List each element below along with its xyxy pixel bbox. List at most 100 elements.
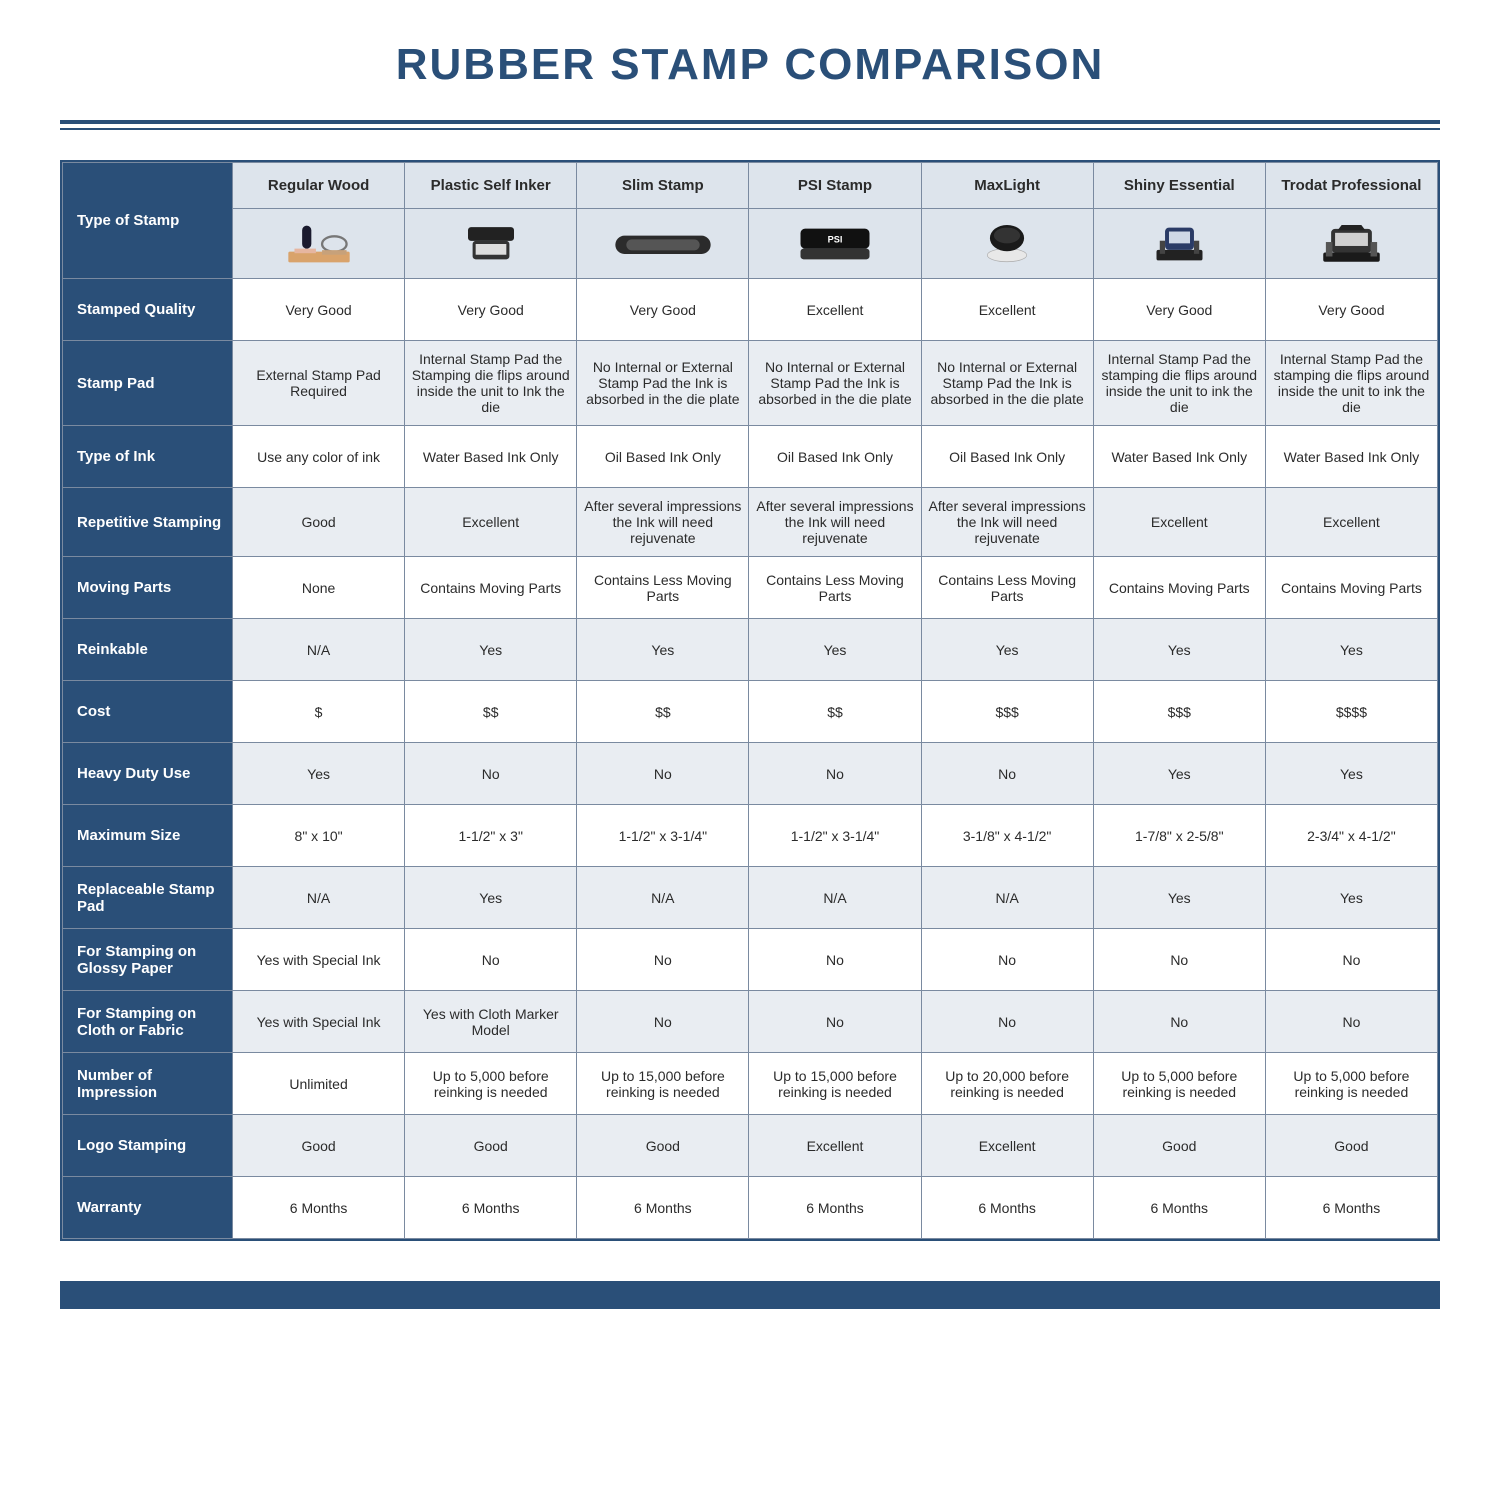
row-header: Stamp Pad [63, 341, 233, 426]
table-cell: N/A [233, 867, 405, 929]
col-header: Trodat Professional [1265, 163, 1437, 209]
table-cell: Yes [921, 619, 1093, 681]
table-cell: $$$$ [1265, 681, 1437, 743]
table-cell: Excellent [405, 488, 577, 557]
table-image-row: PSI [63, 209, 1438, 279]
row-header: Type of Ink [63, 426, 233, 488]
stamp-image-shiny-essential [1093, 209, 1265, 279]
table-row: Cost$$$$$$$$$$$$$$$$$ [63, 681, 1438, 743]
table-cell: No [577, 991, 749, 1053]
table-row: Warranty6 Months6 Months6 Months6 Months… [63, 1177, 1438, 1239]
table-cell: No [1265, 929, 1437, 991]
table-cell: Yes [1265, 743, 1437, 805]
table-cell: Yes [1093, 619, 1265, 681]
table-cell: Contains Less Moving Parts [749, 557, 921, 619]
table-cell: Oil Based Ink Only [921, 426, 1093, 488]
table-cell: Excellent [749, 1115, 921, 1177]
table-cell: Internal Stamp Pad the stamping die flip… [1265, 341, 1437, 426]
row-header: Number of Impression [63, 1053, 233, 1115]
page-title: RUBBER STAMP COMPARISON [0, 40, 1500, 90]
table-cell: 6 Months [1093, 1177, 1265, 1239]
table-cell: 1-7/8" x 2-5/8" [1093, 805, 1265, 867]
table-cell: No [1093, 929, 1265, 991]
table-cell: Yes with Special Ink [233, 991, 405, 1053]
table-cell: Up to 5,000 before reinking is needed [405, 1053, 577, 1115]
row-header: For Stamping on Glossy Paper [63, 929, 233, 991]
table-cell: Yes [405, 867, 577, 929]
row-header: Cost [63, 681, 233, 743]
table-cell: $$ [749, 681, 921, 743]
table-cell: No [405, 929, 577, 991]
table-cell: Yes with Special Ink [233, 929, 405, 991]
footer-bar [60, 1281, 1440, 1309]
table-cell: After several impressions the Ink will n… [749, 488, 921, 557]
table-cell: Good [233, 488, 405, 557]
col-header: MaxLight [921, 163, 1093, 209]
table-cell: Good [233, 1115, 405, 1177]
table-cell: $$$ [921, 681, 1093, 743]
stamp-image-plastic-self-inker [405, 209, 577, 279]
table-cell: After several impressions the Ink will n… [577, 488, 749, 557]
table-cell: Very Good [1265, 279, 1437, 341]
table-cell: Internal Stamp Pad the Stamping die flip… [405, 341, 577, 426]
table-cell: Excellent [1093, 488, 1265, 557]
table-cell: No [921, 743, 1093, 805]
table-row: Repetitive StampingGoodExcellentAfter se… [63, 488, 1438, 557]
stamp-image-trodat-professional [1265, 209, 1437, 279]
table-cell: Contains Less Moving Parts [577, 557, 749, 619]
table-cell: Good [577, 1115, 749, 1177]
svg-text:PSI: PSI [828, 234, 843, 244]
table-cell: 1-1/2" x 3-1/4" [749, 805, 921, 867]
table-cell: Yes [577, 619, 749, 681]
table-row: ReinkableN/AYesYesYesYesYesYes [63, 619, 1438, 681]
stamp-image-psi-stamp: PSI [749, 209, 921, 279]
table-row: Logo StampingGoodGoodGoodExcellentExcell… [63, 1115, 1438, 1177]
stamp-image-regular-wood [233, 209, 405, 279]
table-cell: N/A [577, 867, 749, 929]
table-cell: No [577, 743, 749, 805]
row-header: Maximum Size [63, 805, 233, 867]
stamp-image-maxlight [921, 209, 1093, 279]
table-cell: 6 Months [921, 1177, 1093, 1239]
table-cell: 1-1/2" x 3" [405, 805, 577, 867]
table-cell: Up to 5,000 before reinking is needed [1265, 1053, 1437, 1115]
col-header: Slim Stamp [577, 163, 749, 209]
col-header: Plastic Self Inker [405, 163, 577, 209]
table-cell: No [577, 929, 749, 991]
table-cell: 6 Months [1265, 1177, 1437, 1239]
table-cell: Very Good [405, 279, 577, 341]
table-cell: No [1265, 991, 1437, 1053]
table-cell: Up to 5,000 before reinking is needed [1093, 1053, 1265, 1115]
table-cell: Excellent [1265, 488, 1437, 557]
table-cell: Yes [749, 619, 921, 681]
table-row: For Stamping on Cloth or FabricYes with … [63, 991, 1438, 1053]
table-cell: No [921, 929, 1093, 991]
table-cell: Use any color of ink [233, 426, 405, 488]
table-cell: Water Based Ink Only [405, 426, 577, 488]
table-cell: N/A [749, 867, 921, 929]
table-cell: Internal Stamp Pad the stamping die flip… [1093, 341, 1265, 426]
comparison-table: Type of Stamp Regular Wood Plastic Self … [62, 162, 1438, 1239]
row-header: Heavy Duty Use [63, 743, 233, 805]
table-row: Replaceable Stamp PadN/AYesN/AN/AN/AYesY… [63, 867, 1438, 929]
table-cell: 3-1/8" x 4-1/2" [921, 805, 1093, 867]
col-header: Shiny Essential [1093, 163, 1265, 209]
row-header: Stamped Quality [63, 279, 233, 341]
table-cell: No Internal or External Stamp Pad the In… [921, 341, 1093, 426]
table-cell: Water Based Ink Only [1265, 426, 1437, 488]
table-cell: Yes [1093, 867, 1265, 929]
row-header: Logo Stamping [63, 1115, 233, 1177]
col-header: Regular Wood [233, 163, 405, 209]
table-row: Type of InkUse any color of inkWater Bas… [63, 426, 1438, 488]
table-cell: Yes [1265, 867, 1437, 929]
table-cell: Contains Moving Parts [405, 557, 577, 619]
row-header: Replaceable Stamp Pad [63, 867, 233, 929]
table-cell: 8" x 10" [233, 805, 405, 867]
table-cell: No [749, 929, 921, 991]
table-body: Stamped QualityVery GoodVery GoodVery Go… [63, 279, 1438, 1239]
table-row: Heavy Duty UseYesNoNoNoNoYesYes [63, 743, 1438, 805]
table-cell: Good [1265, 1115, 1437, 1177]
table-cell: Yes [1265, 619, 1437, 681]
table-cell: Very Good [577, 279, 749, 341]
row-header: Reinkable [63, 619, 233, 681]
